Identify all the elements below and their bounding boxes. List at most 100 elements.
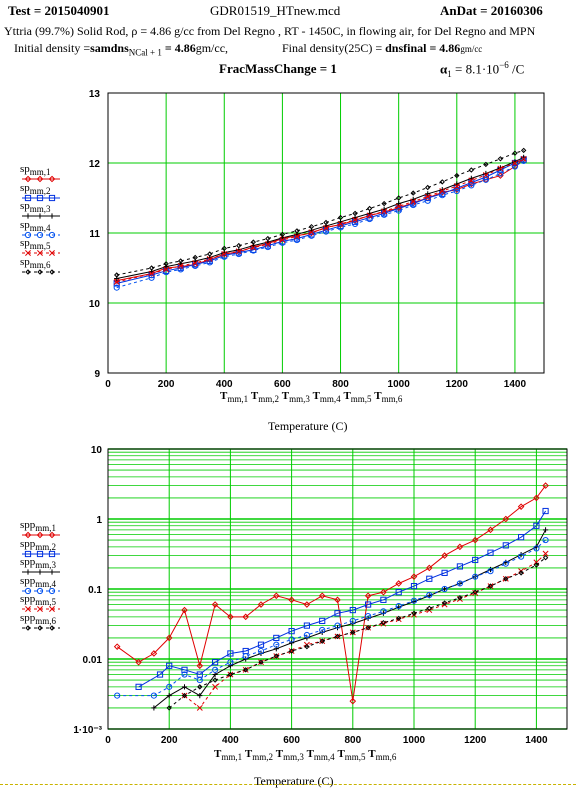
legend-swatch-marker — [25, 624, 31, 631]
x-tick-label: 600 — [283, 735, 300, 746]
data-point-3 — [289, 640, 295, 646]
data-point-5 — [113, 279, 120, 285]
file-name: GDR01519_HTnew.mcd — [210, 3, 341, 18]
legend-swatch-marker — [49, 624, 55, 631]
coefficient-legend: sppmm,1 sppmm,2 sppmm,3 sppmm,4 sppmm,5 sppmm… — [20, 519, 80, 679]
data-point-2 — [472, 556, 479, 564]
data-point-6 — [279, 231, 286, 238]
x-var-symbol: T — [250, 390, 259, 402]
data-point-2 — [410, 583, 418, 590]
legend-item: sppmm,5 — [20, 593, 80, 612]
data-point-4 — [273, 641, 280, 648]
legend-item: spmm,5 — [20, 237, 80, 256]
data-point-1 — [227, 613, 234, 621]
data-point-4 — [472, 573, 479, 580]
x-var-symbol: T — [306, 748, 314, 760]
data-point-4 — [482, 176, 489, 183]
data-point-3 — [151, 705, 157, 711]
data-point-6 — [468, 167, 475, 173]
data-point-5 — [148, 270, 155, 277]
data-point-1 — [211, 601, 219, 608]
data-point-5 — [273, 653, 280, 660]
legend-swatch-marker — [37, 624, 43, 631]
data-point-6 — [395, 615, 402, 622]
data-point-3 — [163, 264, 169, 270]
x-tick-label: 200 — [161, 735, 178, 746]
legend-label-main: sp — [20, 181, 30, 194]
data-point-5 — [410, 198, 417, 205]
legend-item: spmm,3 — [20, 200, 80, 219]
y-tick-label: 10 — [91, 445, 103, 456]
data-point-2 — [365, 601, 372, 608]
data-point-2 — [456, 563, 463, 570]
data-point-4 — [334, 622, 341, 629]
data-point-6 — [323, 219, 329, 226]
data-point-6 — [212, 677, 218, 683]
coefficient-chart: 0 200 400 600 800 1000 1200 1400 10 1 0.1 0.01 1·10⁻… — [73, 445, 568, 746]
legend-item: sppmm,1 — [20, 519, 80, 539]
data-point-5 — [206, 255, 213, 262]
data-point-6 — [520, 147, 527, 154]
alpha-symbol: α — [440, 61, 448, 77]
data-point-1 — [334, 596, 341, 604]
series-line-4 — [117, 539, 546, 697]
legend-label-main: sp — [20, 218, 30, 231]
x-var-sub: mm,1 — [227, 394, 249, 405]
y-tick-label: 1 — [96, 515, 102, 526]
x-var-symbol: T — [220, 390, 228, 402]
data-point-4 — [148, 274, 155, 281]
legend-swatch-marker — [49, 606, 55, 612]
initial-density-unit: gm/cc, — [195, 41, 229, 55]
legend-label: sppmm,2 — [20, 538, 56, 552]
data-point-4 — [166, 683, 173, 690]
data-point-2 — [533, 522, 540, 529]
data-point-4 — [366, 215, 373, 223]
x-var-sub: mm,3 — [283, 752, 304, 763]
data-point-3 — [396, 201, 402, 207]
x-var-symbol: T — [275, 748, 284, 760]
x-var-symbol: T — [244, 748, 253, 760]
legend-swatch-marker — [49, 250, 55, 256]
x-var-sub: mm,2 — [258, 394, 279, 405]
initial-density-var: samdns — [90, 41, 129, 55]
data-point-2 — [303, 622, 310, 629]
data-point-5 — [250, 244, 257, 251]
legend-label: sppmm,4 — [20, 575, 57, 589]
data-point-4 — [410, 201, 417, 209]
data-point-6 — [265, 235, 271, 242]
data-point-1 — [181, 606, 188, 614]
data-point-3 — [227, 663, 233, 669]
legend-label-sub: mm,6 — [29, 259, 51, 270]
data-point-6 — [288, 648, 295, 654]
legend-label-sub: mm,4 — [35, 578, 57, 589]
data-point-3 — [197, 693, 203, 699]
legend-item: spmm,1 — [20, 163, 80, 183]
data-point-6 — [503, 576, 509, 582]
x-tick-label: 600 — [274, 379, 291, 390]
series-line-6 — [168, 557, 546, 709]
data-point-6 — [148, 265, 155, 271]
y-tick-label: 11 — [89, 229, 100, 240]
data-point-6 — [221, 245, 227, 252]
initial-density-value: = 4.86 — [161, 41, 196, 55]
data-point-6 — [114, 272, 120, 278]
data-point-1 — [471, 536, 479, 544]
data-point-5 — [439, 188, 446, 194]
legend-label-sub: mm,5 — [29, 241, 51, 252]
data-point-5 — [279, 237, 286, 243]
x-var-sub: mm,4 — [313, 752, 335, 763]
legend-label-main: spp — [20, 611, 36, 624]
x-tick-label: 1200 — [446, 379, 469, 390]
legend-swatch-marker — [49, 268, 55, 275]
legend-label-sub: mm,5 — [35, 597, 57, 608]
data-point-6 — [304, 643, 310, 650]
legend-swatch-marker — [48, 175, 56, 183]
legend-label-main: sp — [20, 163, 30, 175]
data-point-2 — [273, 634, 280, 642]
data-point-2 — [380, 596, 387, 603]
data-point-4 — [303, 631, 310, 639]
initial-density-sub: NCal + 1 — [128, 47, 162, 58]
legend-swatch-marker — [24, 550, 32, 557]
data-point-4 — [293, 236, 301, 244]
x-var-sub: mm,6 — [381, 394, 403, 405]
